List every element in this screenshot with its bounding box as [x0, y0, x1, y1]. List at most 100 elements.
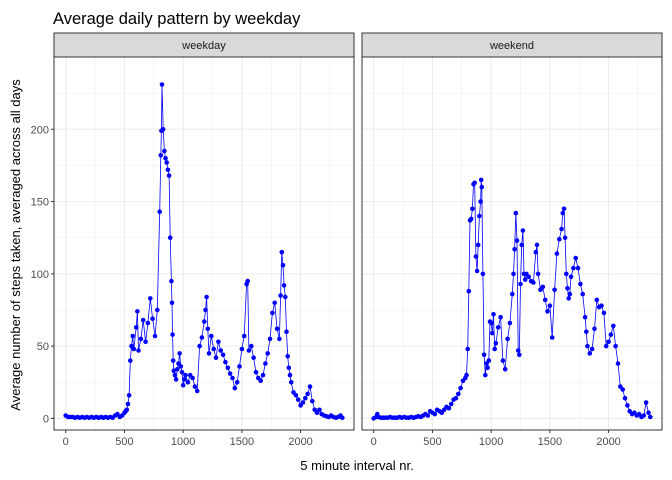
data-point: [514, 238, 520, 243]
data-point: [239, 346, 245, 352]
data-point: [492, 346, 498, 352]
data-point: [223, 359, 228, 365]
data-point: [241, 333, 247, 339]
data-point: [131, 346, 137, 352]
data-point: [175, 367, 180, 372]
data-point: [557, 236, 562, 242]
data-point: [283, 294, 288, 300]
data-point: [526, 274, 531, 280]
data-point: [582, 314, 588, 320]
data-point: [585, 343, 590, 349]
data-point: [606, 339, 611, 345]
data-point: [641, 413, 647, 418]
data-point: [185, 380, 191, 385]
data-point: [145, 320, 151, 326]
data-point: [479, 184, 485, 190]
data-point: [267, 336, 273, 342]
data-point: [517, 352, 522, 358]
data-point: [125, 401, 131, 407]
x-tick-label: 2000: [288, 436, 312, 448]
facet-strip: [361, 32, 663, 58]
data-point: [136, 348, 141, 353]
data-point: [199, 335, 205, 340]
data-point: [589, 346, 595, 352]
data-point: [150, 316, 155, 322]
data-point: [470, 206, 475, 212]
data-point: [170, 332, 175, 337]
data-point: [573, 255, 578, 261]
facet-strip: [53, 32, 355, 58]
data-point: [613, 343, 618, 349]
data-point: [140, 317, 146, 323]
data-point: [263, 361, 268, 366]
data-point: [278, 293, 283, 298]
data-point: [260, 372, 266, 378]
facet-strip-label: weekend: [489, 40, 534, 52]
data-point: [547, 303, 553, 309]
data-point: [287, 372, 293, 378]
data-point: [565, 286, 570, 291]
data-point: [478, 177, 484, 183]
x-tick-label: 500: [423, 436, 441, 448]
x-axis-title: 5 minute interval nr.: [300, 458, 413, 473]
data-point: [474, 268, 480, 274]
data-point: [648, 414, 653, 420]
data-point: [643, 400, 649, 405]
y-tick-label: 150: [31, 197, 49, 209]
plot-area: weekday 0 500 1000 1500 2000 0 50 100 150 200 weeke…: [31, 32, 663, 448]
data-point: [578, 281, 583, 287]
data-point: [615, 361, 621, 366]
data-point: [281, 283, 287, 288]
data-point: [580, 291, 585, 297]
data-point: [284, 329, 289, 335]
data-point: [495, 325, 501, 330]
data-point: [285, 354, 291, 359]
data-point: [152, 333, 158, 339]
data-point: [169, 278, 174, 284]
y-tick-label: 200: [31, 124, 49, 136]
data-point: [473, 254, 479, 259]
data-point: [194, 388, 200, 394]
data-point: [515, 348, 521, 353]
data-point: [485, 365, 490, 371]
data-point: [249, 343, 254, 349]
data-point: [293, 393, 299, 398]
data-point: [206, 351, 212, 356]
data-point: [456, 391, 461, 397]
data-point: [169, 300, 175, 306]
data-point: [166, 173, 172, 178]
data-point: [453, 395, 459, 401]
data-point: [307, 384, 313, 389]
x-tick-label: 1500: [230, 436, 254, 448]
data-point: [432, 411, 438, 417]
data-point: [213, 355, 219, 361]
data-point: [601, 310, 607, 316]
data-point: [148, 296, 153, 301]
data-point: [594, 297, 600, 303]
data-point: [477, 213, 482, 219]
x-tick-label: 0: [63, 436, 69, 448]
data-point: [192, 384, 198, 389]
data-point: [480, 271, 486, 277]
data-point: [446, 406, 452, 411]
data-point: [218, 348, 223, 353]
data-point: [303, 395, 308, 401]
data-point: [554, 251, 560, 256]
data-point: [277, 336, 282, 342]
data-point: [230, 375, 235, 381]
data-point: [251, 355, 256, 361]
data-point: [531, 280, 536, 285]
facet-panel-weekday: weekday 0 500 1000 1500 2000 0 50 100 150 200: [31, 32, 355, 448]
data-point: [167, 235, 173, 240]
data-point: [265, 351, 271, 356]
data-point: [534, 242, 540, 248]
data-point: [566, 296, 571, 301]
data-point: [178, 364, 184, 369]
data-point: [209, 333, 214, 339]
data-point: [211, 346, 216, 352]
data-point: [126, 393, 132, 398]
data-point: [571, 265, 576, 271]
data-point: [171, 368, 177, 374]
data-point: [552, 287, 557, 293]
data-point: [542, 297, 548, 303]
